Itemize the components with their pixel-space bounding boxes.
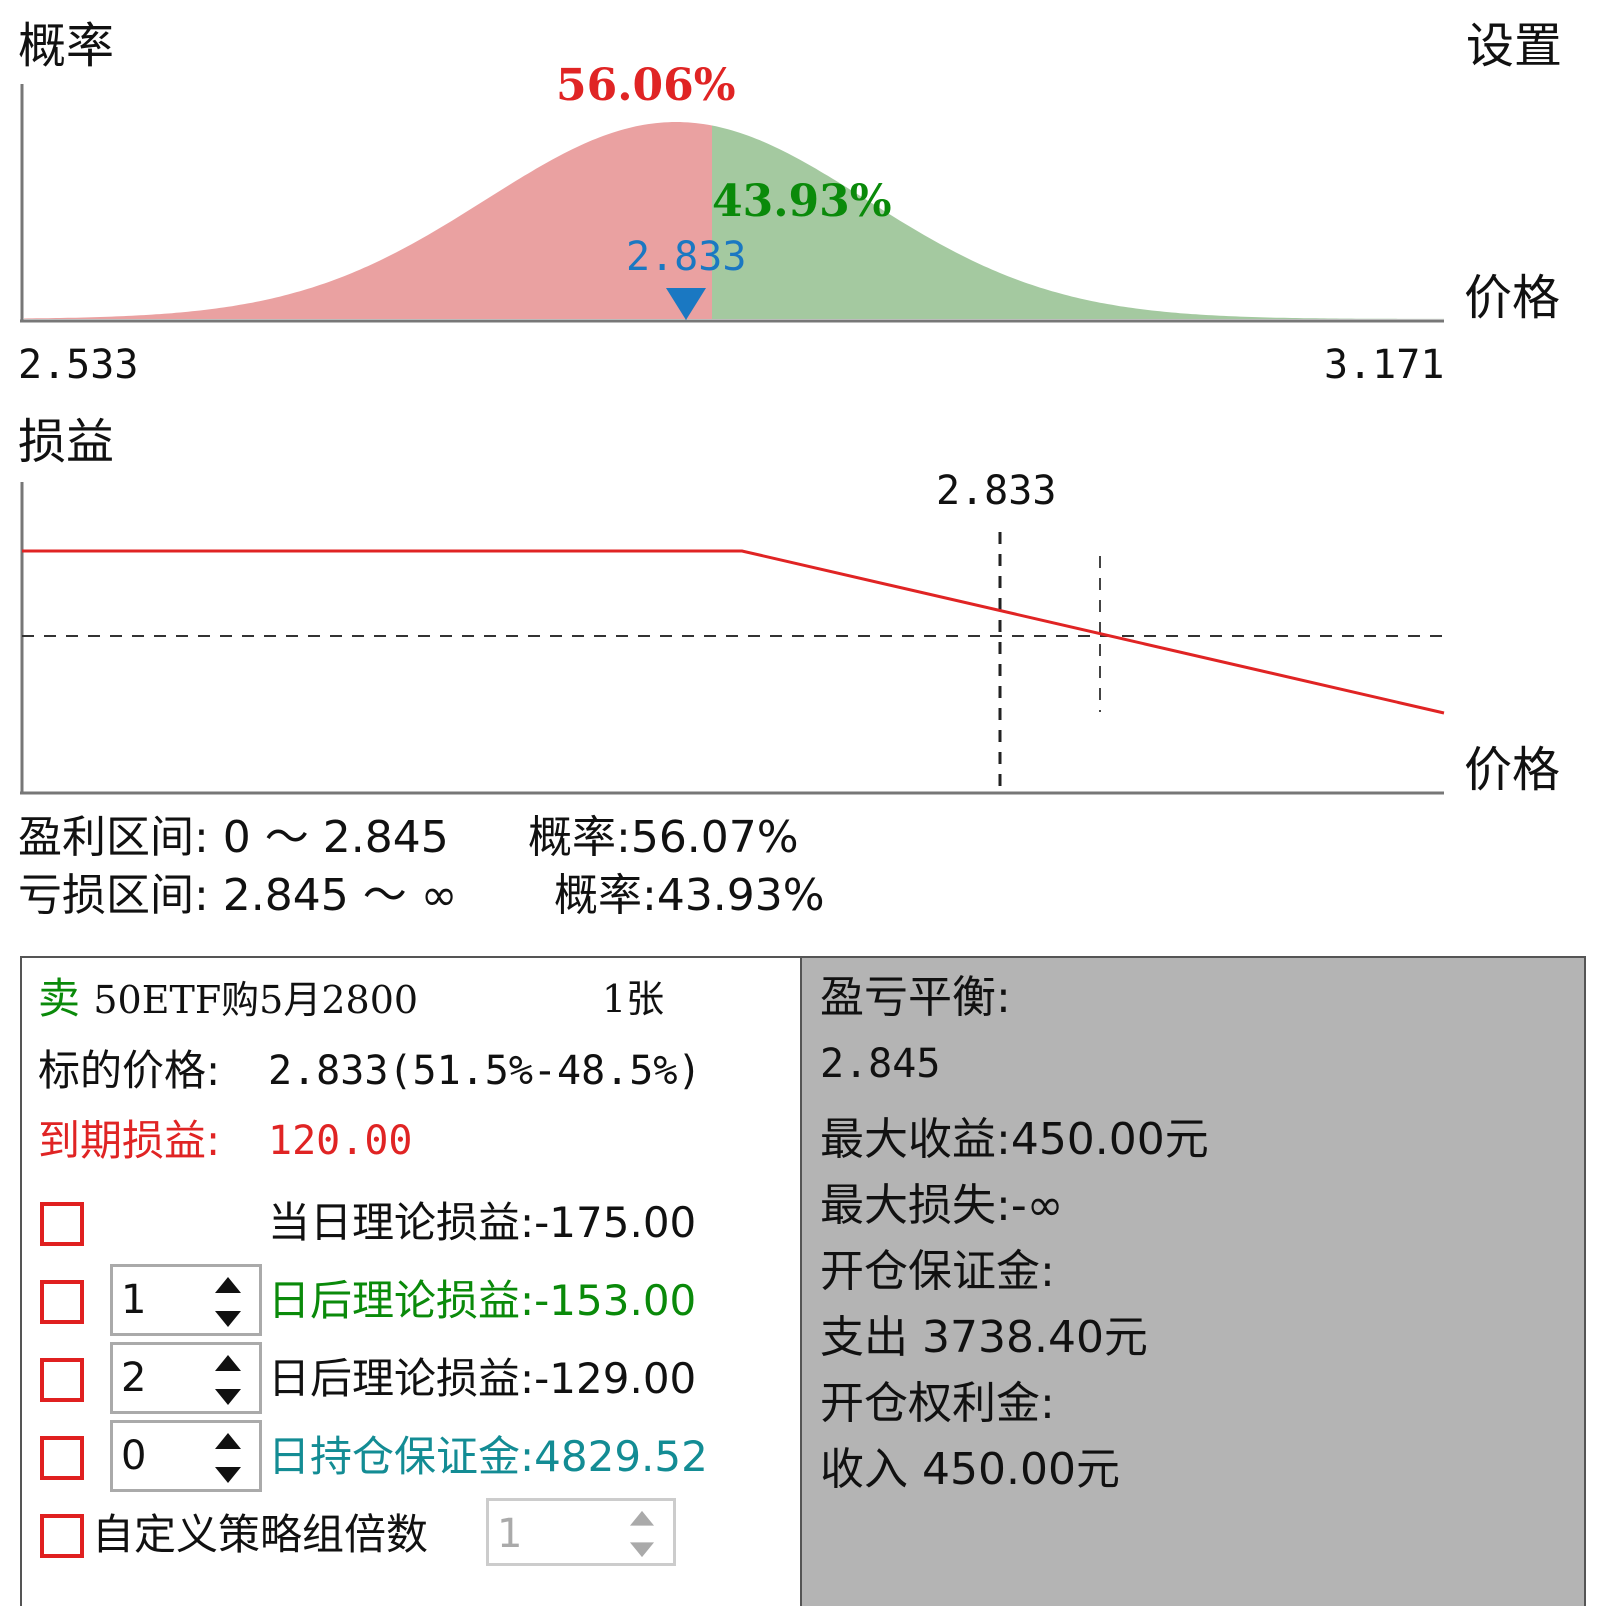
expiry-pnl-label: 到期损益: [38,1116,221,1165]
day-offset-2-spinner[interactable]: 2 [110,1342,262,1414]
current-price-value: 2.833 [626,234,747,280]
contract-quantity: 1张 [602,977,665,1021]
probability-label: 概率 [18,18,115,74]
spinner-value: 0 [121,1433,147,1479]
left-probability-value: 56.06% [556,60,736,111]
pnl-current-price-value: 2.833 [936,468,1057,514]
settings-button[interactable]: 设置 [1466,18,1563,74]
underlying-price-label: 标的价格: [38,1046,221,1095]
today-theoretical-pnl: 当日理论损益:-175.00 [268,1198,697,1247]
day-offset-1-checkbox[interactable] [40,1280,84,1324]
position-panel: 卖 50ETF购5月2800 1张 标的价格: 2.833(51.5%-48.5… [20,956,800,1606]
spinner-value: 1 [121,1277,147,1323]
today-pnl-checkbox[interactable] [40,1202,84,1246]
summary-panel: 盈亏平衡: 2.845 最大收益:450.00元 最大损失:-∞ 开仓保证金: … [800,956,1586,1606]
pnl-label: 损益 [18,414,115,470]
max-loss: 最大损失:-∞ [820,1180,1064,1231]
expiry-pnl-value: 120.00 [268,1118,413,1164]
distribution-right-area [712,125,1444,319]
max-profit: 最大收益:450.00元 [820,1114,1209,1165]
distribution-left-area [24,122,712,319]
spinner-value: 2 [121,1355,147,1401]
opening-premium-value: 收入 450.00元 [820,1444,1120,1495]
future-theoretical-pnl-1: 日后理论损益:-153.00 [268,1276,697,1325]
margin-day-checkbox[interactable] [40,1436,84,1480]
loss-range: 亏损区间: 2.845 ～ ∞ [18,870,458,921]
spinner-arrows-icon[interactable] [213,1275,243,1329]
position-margin: 日持仓保证金:4829.52 [268,1432,708,1481]
probability-chart [20,84,1445,795]
opening-margin-value: 支出 3738.40元 [820,1312,1148,1363]
opening-premium-label: 开仓权利金: [820,1378,1055,1429]
x-axis-min: 2.533 [18,342,139,388]
opening-margin-label: 开仓保证金: [820,1246,1055,1297]
breakeven-value: 2.845 [820,1041,941,1087]
spinner-arrows-icon[interactable] [627,1509,657,1559]
pnl-curve [22,549,1445,715]
custom-multiplier-spinner[interactable]: 1 [486,1498,676,1566]
loss-probability: 概率:43.93% [554,870,825,921]
future-theoretical-pnl-2: 日后理论损益:-129.00 [268,1354,697,1403]
contract-name: 50ETF购5月2800 [93,978,419,1022]
custom-multiplier-checkbox[interactable] [40,1514,84,1558]
spinner-value: 1 [497,1511,523,1557]
profit-probability: 概率:56.07% [528,812,799,863]
x-axis-max: 3.171 [1324,342,1445,388]
margin-day-spinner[interactable]: 0 [110,1420,262,1492]
pnl-price-axis-label: 价格 [1464,742,1561,798]
spinner-arrows-icon[interactable] [213,1353,243,1407]
right-probability-value: 43.93% [712,176,892,227]
breakeven-label: 盈亏平衡: [820,972,1011,1023]
profit-range: 盈利区间: 0 ～ 2.845 [18,812,449,863]
day-offset-2-checkbox[interactable] [40,1358,84,1402]
custom-multiplier-label: 自定义策略组倍数 [92,1510,429,1559]
day-offset-1-spinner[interactable]: 1 [110,1264,262,1336]
underlying-price-value: 2.833(51.5%-48.5%) [268,1048,702,1094]
price-axis-label: 价格 [1464,270,1561,326]
spinner-arrows-icon[interactable] [213,1431,243,1485]
current-price-marker-icon [666,288,706,320]
trade-side: 卖 [38,974,81,1023]
